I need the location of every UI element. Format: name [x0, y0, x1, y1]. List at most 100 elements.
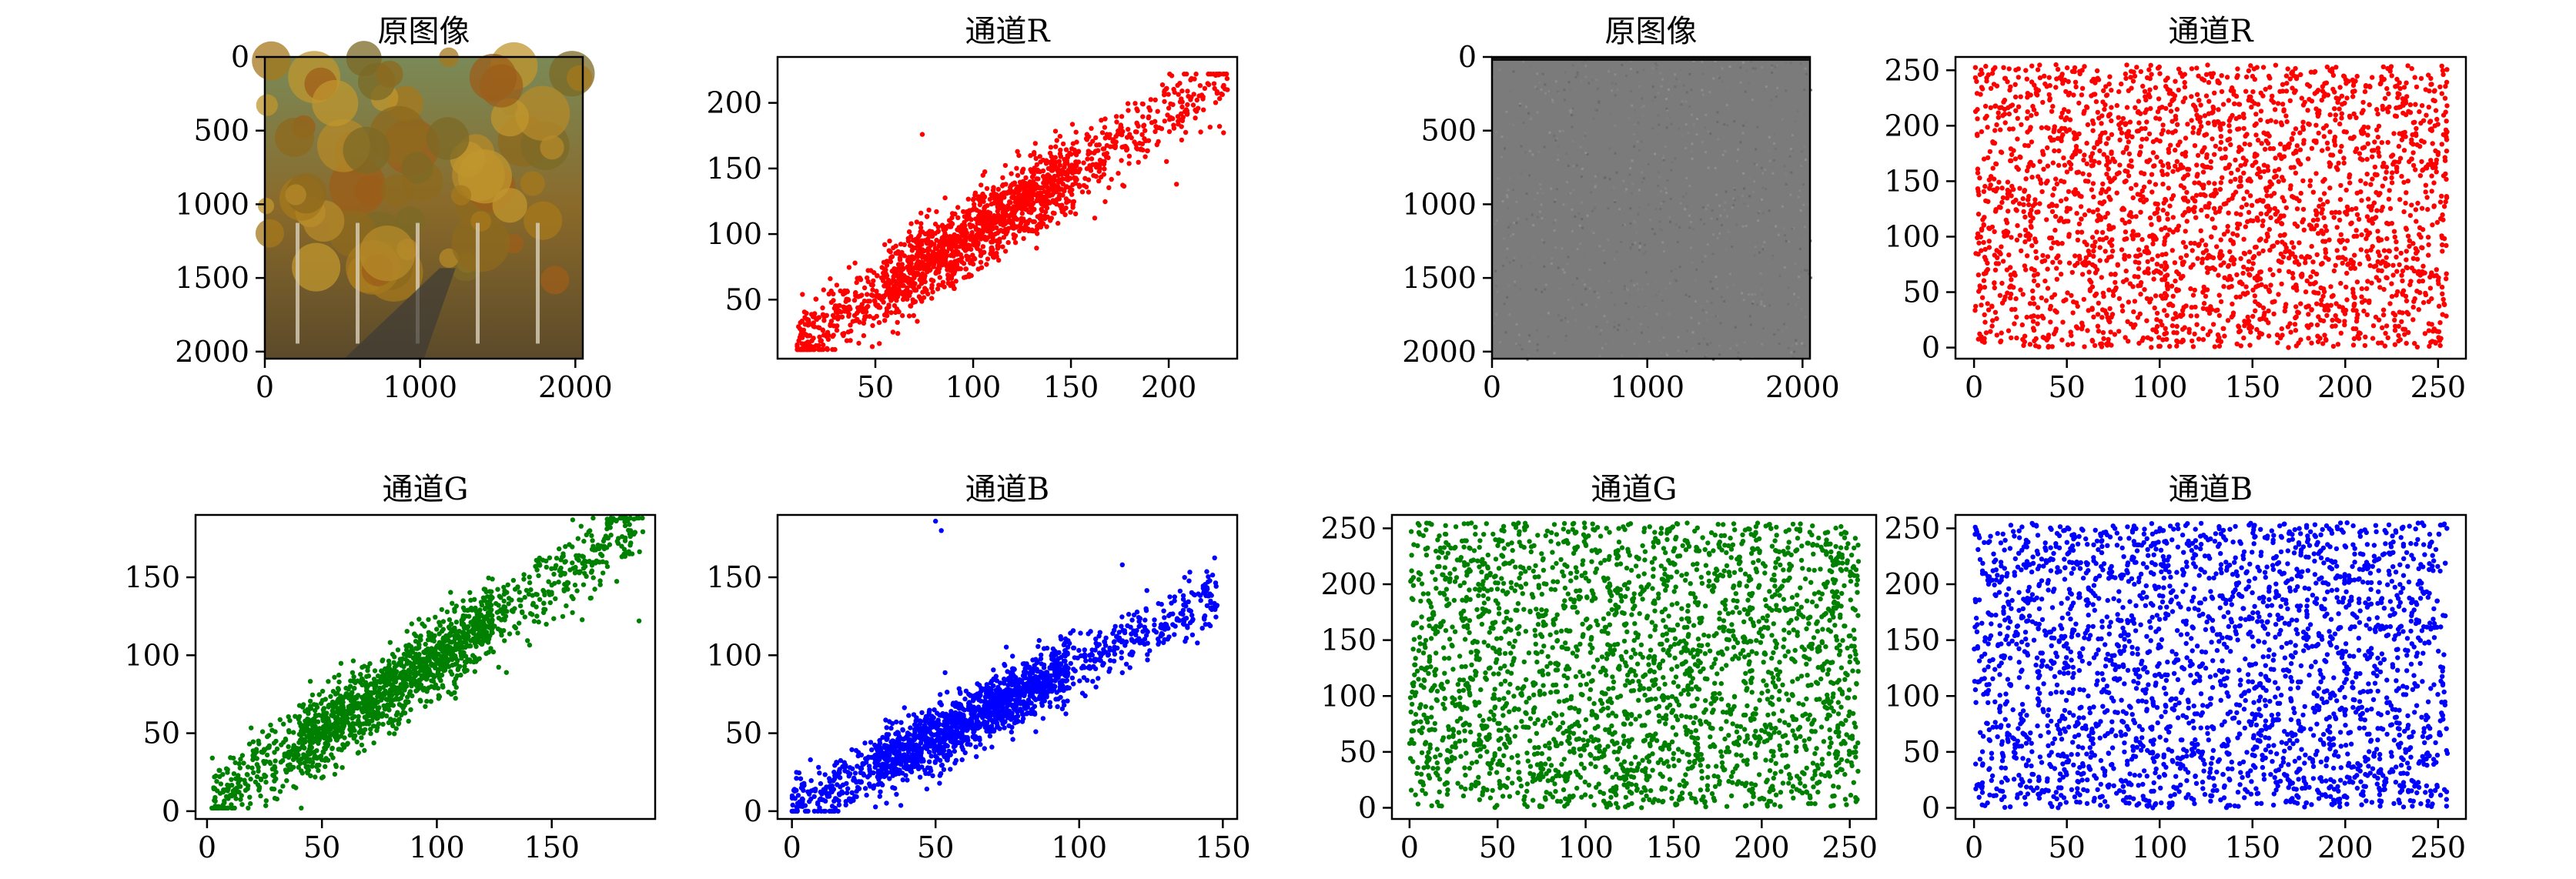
data-point [989, 201, 995, 207]
data-point [1119, 614, 1125, 620]
data-point [567, 567, 573, 573]
data-point [285, 763, 291, 768]
data-point [272, 765, 278, 770]
data-point [816, 343, 821, 349]
data-point [408, 680, 414, 686]
data-point [1042, 209, 1049, 215]
data-point [628, 540, 634, 546]
data-point [597, 546, 602, 552]
data-point [929, 296, 935, 301]
data-point [1002, 725, 1007, 730]
data-point [513, 625, 519, 631]
data-point [906, 266, 912, 272]
data-point [245, 764, 251, 770]
data-point [350, 707, 356, 713]
scatter-points [209, 515, 646, 811]
data-point [456, 635, 461, 641]
data-point [1093, 174, 1099, 179]
data-point [1167, 594, 1173, 600]
data-point [798, 319, 803, 326]
data-point [351, 678, 356, 684]
data-point [970, 238, 976, 243]
data-point [848, 328, 854, 334]
data-point [1023, 175, 1029, 181]
data-point [1073, 129, 1079, 135]
data-point [809, 338, 815, 343]
data-point [803, 332, 808, 337]
data-point [466, 607, 471, 613]
data-point [313, 702, 319, 707]
data-point [468, 597, 473, 603]
data-point [798, 332, 804, 338]
data-point [264, 752, 270, 758]
data-point [479, 602, 485, 608]
data-point [1054, 138, 1059, 143]
data-point [448, 669, 453, 674]
data-point [350, 670, 356, 675]
data-point [1188, 608, 1194, 614]
data-point [537, 597, 543, 602]
data-point [923, 714, 929, 720]
data-point [406, 699, 411, 705]
data-point [231, 755, 236, 761]
data-point [371, 740, 376, 746]
data-point [869, 747, 875, 753]
data-point [1086, 189, 1092, 195]
data-point [344, 711, 350, 717]
data-point [1134, 609, 1140, 615]
data-point [393, 726, 399, 731]
data-point [247, 794, 253, 800]
data-point [1096, 179, 1102, 184]
data-point [233, 796, 239, 801]
data-point [891, 245, 896, 251]
data-point [1029, 193, 1035, 199]
data-point [229, 782, 235, 788]
data-point [1062, 156, 1067, 162]
data-point [917, 774, 923, 780]
data-point [560, 613, 566, 620]
data-point [822, 772, 828, 777]
data-point [831, 323, 837, 329]
data-point [460, 598, 466, 603]
data-point [1060, 141, 1066, 147]
data-point [1179, 124, 1184, 129]
data-point [360, 664, 365, 670]
data-point [298, 730, 303, 736]
data-point [1139, 132, 1145, 137]
data-point [903, 288, 908, 294]
data-point [385, 702, 390, 707]
data-point [625, 518, 631, 524]
data-point [1211, 81, 1217, 86]
data-point [246, 805, 251, 811]
data-point [995, 186, 1002, 192]
data-point [1146, 114, 1152, 119]
data-point [1142, 128, 1148, 133]
data-point [1039, 201, 1044, 206]
data-point [899, 262, 905, 267]
data-point [925, 291, 931, 297]
data-point [1048, 218, 1053, 223]
data-point [450, 600, 455, 606]
data-point [551, 571, 557, 577]
data-point [869, 344, 875, 349]
data-point [486, 575, 491, 581]
data-point [1024, 220, 1029, 226]
data-point [229, 805, 235, 811]
data-point [1088, 150, 1093, 155]
data-point [417, 677, 422, 683]
data-point [347, 733, 353, 738]
data-point [326, 679, 331, 684]
data-point [1137, 140, 1142, 146]
data-point [1145, 657, 1150, 663]
data-point [909, 278, 915, 283]
data-point [947, 264, 953, 270]
data-point [510, 577, 517, 583]
data-point [863, 309, 869, 315]
data-point [909, 244, 915, 249]
data-point [1070, 182, 1076, 188]
data-point [316, 740, 321, 746]
data-point [817, 334, 822, 339]
data-point [821, 287, 827, 292]
data-point [1162, 99, 1167, 105]
data-point [1156, 139, 1161, 145]
